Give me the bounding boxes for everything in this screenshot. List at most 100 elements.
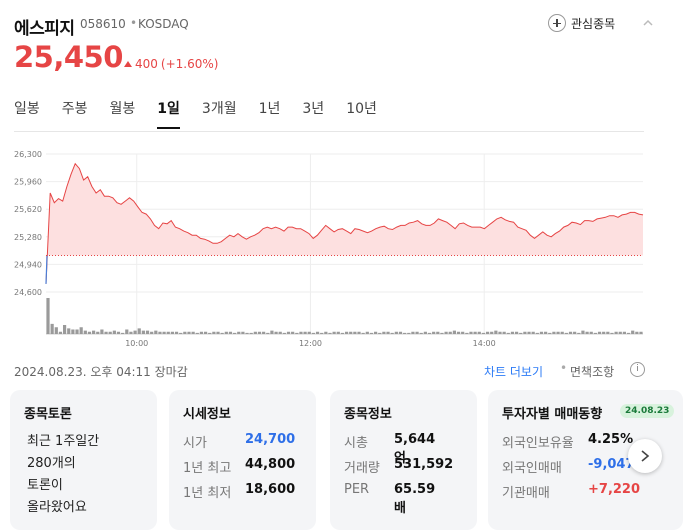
disclaimer-link[interactable]: 면책조항	[570, 365, 615, 379]
volume-bar	[295, 332, 299, 334]
volume-bar	[324, 331, 328, 334]
volume-bar	[382, 331, 386, 334]
volume-bar	[618, 331, 622, 334]
tab-period[interactable]: 3년	[302, 101, 325, 117]
row-value: -9,047	[588, 457, 635, 472]
info-row: 1년 최저 18,600	[183, 482, 295, 501]
volume-bar	[639, 331, 643, 334]
price-change: 400 (+1.60%)	[124, 57, 218, 71]
market-info-card[interactable]: 시세정보 시가 24,700 1년 최고 44,800 1년 최저 18,600	[169, 390, 316, 530]
volume-bar	[257, 331, 262, 334]
discussion-text: 토론이	[27, 478, 63, 493]
volume-bar	[378, 332, 382, 334]
volume-bar	[100, 329, 104, 334]
volume-bar	[133, 330, 137, 334]
volume-bar	[208, 332, 212, 334]
volume-bar	[145, 330, 150, 334]
stock-info-card[interactable]: 종목정보 시총 5,644억 거래량 531,592 PER 65.59배	[330, 390, 477, 530]
row-label: 1년 최고	[183, 461, 232, 476]
volume-bar	[96, 331, 100, 334]
scrollbar-up-arrow[interactable]	[637, 12, 659, 34]
volume-bar	[573, 331, 577, 334]
volume-bar	[286, 331, 291, 334]
volume-bar	[274, 331, 278, 334]
volume-bar	[237, 331, 241, 334]
chart-more-link[interactable]: 차트 더보기	[484, 365, 544, 379]
volume-bar	[635, 331, 639, 334]
volume-bar	[125, 329, 129, 334]
volume-bar	[315, 331, 320, 334]
volume-bar	[303, 331, 307, 334]
info-row: 1년 최고 44,800	[183, 457, 295, 476]
volume-bar	[374, 331, 378, 334]
add-favorite-button[interactable]: 관심종목	[548, 14, 615, 32]
volume-bar	[510, 331, 515, 334]
volume-bar	[79, 327, 83, 334]
volume-bar	[62, 325, 67, 334]
intraday-chart[interactable]: 26,300 25,960 25,620 25,280 24,940 24,600 10:0…	[0, 140, 660, 350]
volume-bar	[394, 331, 398, 334]
tab-period[interactable]: 10년	[346, 101, 377, 117]
volume-bar	[174, 331, 179, 334]
y-tick-label: 24,600	[14, 288, 42, 297]
volume-bar	[212, 331, 216, 334]
volume-bar	[631, 330, 635, 334]
volume-bar	[564, 332, 568, 334]
volume-bar	[502, 331, 506, 334]
tab-period[interactable]: 1년	[258, 101, 281, 117]
volume-bar	[444, 331, 448, 334]
next-cards-button[interactable]	[628, 439, 662, 473]
tab-period[interactable]: 월봉	[109, 101, 136, 117]
tab-period[interactable]: 1일	[157, 98, 180, 129]
chevron-right-icon	[641, 450, 650, 462]
volume-bar	[581, 330, 585, 334]
volume-bar	[506, 332, 510, 334]
volume-bar	[514, 331, 519, 334]
y-tick-label: 25,960	[14, 178, 42, 187]
row-label: 외국인보유율	[502, 436, 574, 451]
volume-bar	[150, 331, 154, 334]
volume-bar	[436, 331, 440, 334]
volume-bar	[224, 331, 228, 334]
discussion-text: 올라왔어요	[27, 500, 87, 515]
stock-name: 에스피지	[14, 19, 75, 39]
volume-bar	[162, 331, 166, 334]
volume-bar	[589, 331, 593, 334]
volume-bar	[158, 331, 162, 334]
volume-bar	[241, 331, 245, 334]
volume-bar	[440, 332, 444, 334]
discussion-card[interactable]: 종목토론 최근 1주일간 280개의 토론이 올라왔어요	[10, 390, 157, 530]
volume-bar	[320, 332, 324, 334]
volume-bar	[552, 331, 556, 334]
card-title: 투자자별 매매동향	[502, 407, 603, 422]
info-icon[interactable]: i	[630, 362, 645, 377]
info-row: PER 65.59배	[344, 482, 435, 516]
volume-bar	[54, 327, 58, 334]
price-area	[45, 162, 644, 284]
volume-bar	[187, 331, 191, 334]
volume-bar	[203, 331, 208, 334]
tab-period[interactable]: 3개월	[201, 101, 237, 117]
volume-bar	[195, 332, 199, 334]
volume-bar	[137, 328, 141, 334]
price-line-start	[45, 255, 48, 284]
tab-period[interactable]: 주봉	[61, 101, 88, 117]
volume-bar	[523, 331, 527, 334]
info-row: 거래량 531,592	[344, 457, 453, 476]
volume-bar	[116, 331, 121, 334]
volume-bar	[262, 331, 266, 334]
volume-bar	[593, 332, 597, 334]
volume-bar	[340, 332, 345, 334]
x-tick-label: 12:00	[299, 339, 322, 348]
volume-bar	[473, 331, 477, 334]
volume-bar	[129, 331, 133, 334]
volume-bar	[311, 332, 315, 334]
volume-bar	[46, 298, 50, 334]
change-amount: 400	[135, 57, 158, 71]
separator-dot: •	[130, 16, 138, 30]
tab-period[interactable]: 일봉	[14, 101, 40, 117]
x-tick-label: 14:00	[473, 339, 496, 348]
volume-bar	[183, 331, 187, 334]
volume-bar	[307, 331, 311, 334]
row-value: 65.59배	[394, 482, 436, 516]
